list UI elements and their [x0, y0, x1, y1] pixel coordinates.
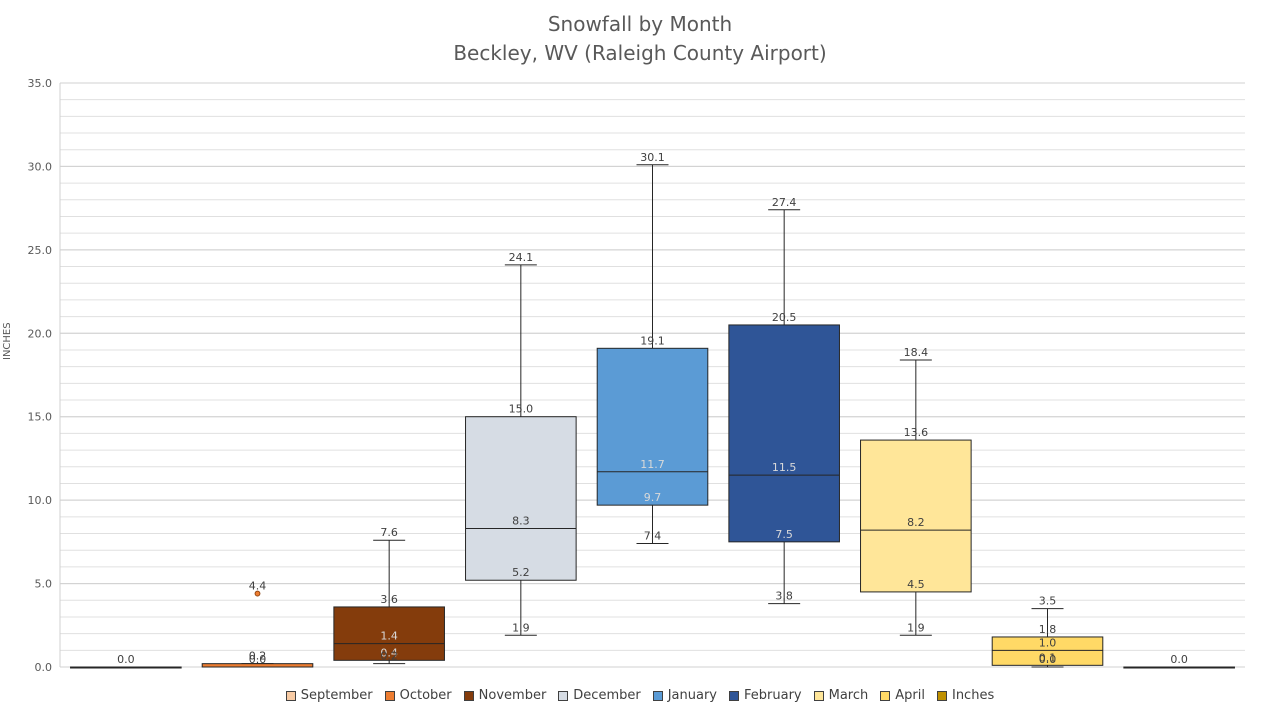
data-label: 7.6 — [380, 526, 398, 539]
legend-swatch — [558, 690, 569, 701]
legend-item: January — [652, 688, 718, 703]
data-label: 30.1 — [640, 151, 665, 164]
data-label: 18.4 — [904, 346, 929, 359]
y-tick-label: 5.0 — [35, 578, 53, 591]
legend-label: March — [828, 688, 869, 703]
data-label: 0.0 — [249, 653, 267, 666]
data-label: 0.4 — [380, 646, 398, 659]
legend: September October November December January F… — [0, 688, 1280, 703]
legend-label: September — [300, 688, 373, 703]
data-label: 24.1 — [509, 251, 534, 264]
y-tick-label: 10.0 — [28, 494, 53, 507]
data-label: 5.2 — [512, 566, 530, 579]
box-december — [465, 416, 577, 581]
box-march — [860, 439, 972, 593]
legend-label: February — [744, 688, 802, 703]
legend-swatch — [463, 690, 474, 701]
data-label: 0.2 — [380, 650, 398, 663]
chart-subtitle: Beckley, WV (Raleigh County Airport) — [453, 41, 827, 65]
y-tick-label: 25.0 — [28, 244, 53, 257]
y-tick-label: 15.0 — [28, 411, 53, 424]
legend-label: Inches — [951, 688, 995, 703]
data-label: 0.0 — [1170, 653, 1188, 666]
data-label: 0.1 — [1039, 651, 1057, 664]
box-april — [991, 636, 1104, 666]
data-label: 19.1 — [640, 334, 665, 347]
data-label: 8.2 — [907, 516, 925, 529]
outlier-point — [254, 590, 261, 597]
legend-swatch — [285, 690, 296, 701]
data-label: 1.9 — [907, 621, 925, 634]
data-label: 0.0 — [1039, 653, 1057, 666]
data-label: 20.5 — [772, 311, 797, 324]
data-label: 1.0 — [1039, 636, 1057, 649]
data-label: 27.4 — [772, 196, 797, 209]
data-label: 1.9 — [512, 621, 530, 634]
legend-item: November — [463, 688, 547, 703]
legend-item: September — [285, 688, 373, 703]
legend-item: April — [880, 688, 925, 703]
legend-swatch — [936, 690, 947, 701]
y-tick-label: 0.0 — [35, 661, 53, 674]
data-label: 15.0 — [509, 403, 534, 416]
legend-label: April — [895, 688, 925, 703]
legend-swatch — [729, 690, 740, 701]
data-label: 13.6 — [904, 426, 929, 439]
data-label: 4.5 — [907, 578, 925, 591]
chart-title: Snowfall by Month — [547, 12, 733, 36]
legend-item: October — [384, 688, 452, 703]
data-label: 8.3 — [512, 515, 530, 528]
data-label: 7.4 — [644, 530, 662, 543]
legend-label: November — [478, 688, 547, 703]
legend-swatch — [880, 690, 891, 701]
data-label: 11.5 — [772, 461, 797, 474]
box-january — [596, 347, 709, 506]
data-label: 4.4 — [249, 580, 267, 593]
data-label: 7.5 — [775, 528, 793, 541]
box-november — [333, 606, 445, 661]
data-label: 0.0 — [117, 653, 135, 666]
legend-item: Inches — [936, 688, 995, 703]
data-label: 1.8 — [1039, 623, 1057, 636]
y-tick-label: 35.0 — [28, 77, 53, 90]
data-label: 3.6 — [380, 593, 398, 606]
legend-label: January — [667, 688, 718, 703]
data-label: 11.7 — [640, 458, 665, 471]
legend-item: March — [813, 688, 869, 703]
legend-item: December — [558, 688, 641, 703]
data-label: 1.4 — [380, 630, 398, 643]
legend-label: December — [573, 688, 641, 703]
legend-label: October — [399, 688, 452, 703]
data-label: 3.5 — [1039, 595, 1057, 608]
data-label: 3.8 — [775, 590, 793, 603]
legend-swatch — [384, 690, 395, 701]
legend-swatch — [652, 690, 663, 701]
legend-item: February — [729, 688, 802, 703]
data-label: 9.7 — [644, 491, 662, 504]
legend-swatch — [813, 690, 824, 701]
y-tick-label: 30.0 — [28, 160, 53, 173]
y-tick-label: 20.0 — [28, 327, 53, 340]
data-label: 0.2 — [249, 650, 267, 663]
box-february — [728, 324, 840, 543]
